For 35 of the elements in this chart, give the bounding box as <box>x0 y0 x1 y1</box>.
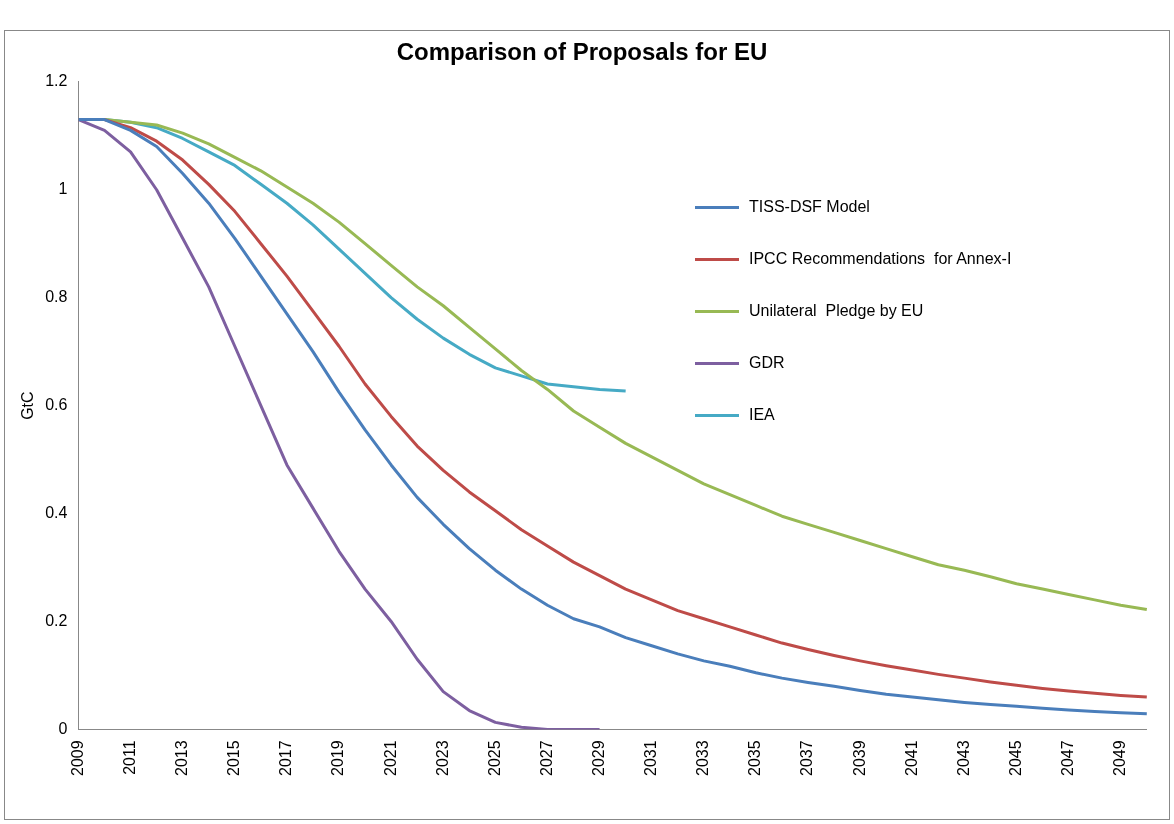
y-tick-label: 0.8 <box>45 288 68 306</box>
x-tick-label: 2047 <box>1059 740 1077 776</box>
y-tick-label: 0.2 <box>45 611 68 629</box>
legend-label: Unilateral Pledge by EU <box>749 302 924 320</box>
x-tick-label: 2041 <box>902 740 920 776</box>
x-tick-label: 2043 <box>954 740 972 776</box>
x-tick-label: 2009 <box>68 740 86 776</box>
y-tick-label: 0.6 <box>45 396 68 414</box>
x-tick-label: 2027 <box>537 740 555 776</box>
x-tick-label: 2029 <box>590 740 607 776</box>
x-tick-label: 2021 <box>381 740 399 776</box>
x-tick-label: 2045 <box>1006 740 1024 776</box>
legend-label: TISS-DSF Model <box>749 198 870 216</box>
x-tick-label: 2037 <box>798 740 816 776</box>
y-tick-label: 1 <box>58 180 68 198</box>
x-tick-label: 2011 <box>120 740 138 775</box>
legend-label: IEA <box>749 406 775 424</box>
y-tick-label: 0.4 <box>45 503 68 521</box>
x-tick-label: 2017 <box>277 740 295 776</box>
x-tick-label: 2033 <box>694 740 712 776</box>
chart-title: Comparison of Proposals for EU <box>396 38 768 66</box>
y-axis-title: GtC <box>19 391 37 420</box>
x-tick-label: 2049 <box>1111 740 1129 776</box>
x-tick-label: 2031 <box>642 740 660 776</box>
x-tick-label: 2015 <box>225 740 243 776</box>
legend-label: GDR <box>749 354 785 372</box>
x-tick-label: 2035 <box>746 740 764 776</box>
y-tick-label: 1.2 <box>45 72 68 90</box>
x-tick-label: 2019 <box>329 740 347 776</box>
x-tick-label: 2013 <box>173 740 191 776</box>
legend-label: IPCC Recommendations for Annex-I <box>749 250 1012 268</box>
x-tick-label: 2025 <box>485 740 503 776</box>
x-tick-label: 2023 <box>433 740 451 776</box>
y-tick-label: 0 <box>58 719 68 737</box>
x-tick-label: 2039 <box>850 740 868 776</box>
